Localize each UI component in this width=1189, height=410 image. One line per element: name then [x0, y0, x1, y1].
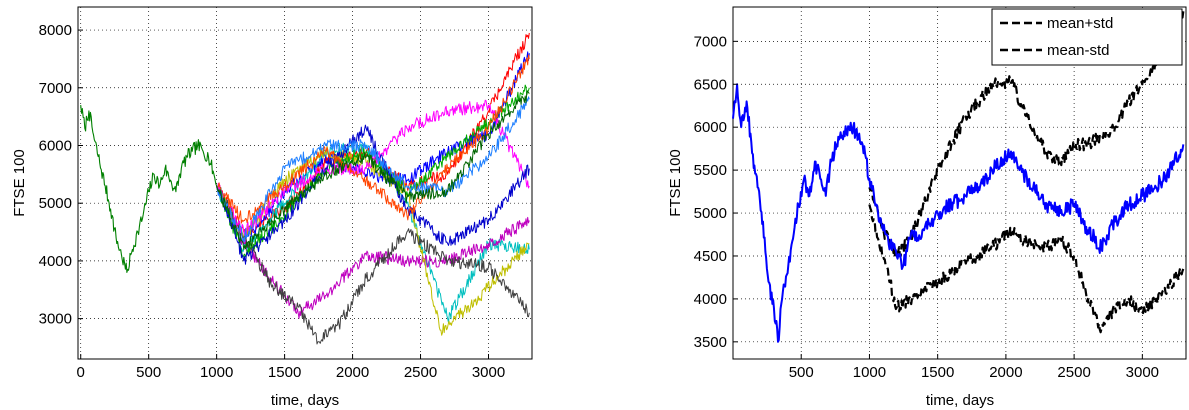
x-tick-label: 1500 — [921, 364, 954, 381]
legend-box — [991, 8, 1183, 66]
band-line-mean-minus-std — [868, 204, 1185, 334]
right-x-axis-label: time, days — [926, 392, 994, 409]
band-line-mean-plus-std — [868, 11, 1185, 258]
y-tick-label: 5500 — [694, 162, 727, 179]
legend-label-mean-plus-std: mean+std — [1047, 15, 1113, 32]
x-tick-label: 3000 — [472, 364, 505, 381]
right-y-ticks: 3500 4000 4500 5000 5500 6000 6500 7000 — [694, 33, 738, 351]
simulated-path-line — [216, 185, 530, 345]
y-tick-label: 3500 — [694, 334, 727, 351]
right-x-ticks: 500 1000 1500 2000 2500 3000 — [789, 354, 1159, 381]
left-plot-lines — [80, 32, 530, 345]
right-y-axis-label: FTSE 100 — [667, 149, 684, 217]
simulated-path-line — [216, 96, 530, 243]
y-tick-label: 7000 — [39, 80, 72, 97]
right-plot-lines — [732, 11, 1185, 343]
y-tick-label: 5000 — [694, 205, 727, 222]
y-tick-label: 7000 — [694, 33, 727, 50]
historical-ftse-line — [80, 105, 218, 273]
left-y-axis-label: FTSE 100 — [11, 149, 28, 217]
left-chart: 0 500 1000 1500 2000 2500 3000 3000 4000 5000 600… — [11, 6, 533, 409]
y-tick-label: 3000 — [39, 311, 72, 328]
x-tick-label: 2000 — [336, 364, 369, 381]
simulated-path-line — [216, 145, 530, 336]
right-legend: mean+std mean-std — [991, 8, 1183, 66]
simulated-path-line — [216, 124, 530, 265]
x-tick-label: 0 — [77, 364, 85, 381]
x-tick-label: 1000 — [200, 364, 233, 381]
mean-ftse-line — [732, 83, 1185, 343]
y-tick-label: 6000 — [39, 137, 72, 154]
x-tick-label: 500 — [789, 364, 814, 381]
left-x-axis-label: time, days — [271, 392, 339, 409]
right-plot-area — [732, 6, 1187, 360]
x-tick-label: 2000 — [989, 364, 1022, 381]
x-tick-label: 2500 — [404, 364, 437, 381]
y-tick-label: 5000 — [39, 195, 72, 212]
simulated-path-line — [216, 54, 530, 224]
y-tick-label: 6000 — [694, 119, 727, 136]
simulated-path-line — [216, 90, 530, 250]
y-tick-label: 4000 — [39, 253, 72, 270]
y-tick-label: 4500 — [694, 248, 727, 265]
x-tick-label: 2500 — [1057, 364, 1090, 381]
legend-label-mean-minus-std: mean-std — [1047, 42, 1110, 59]
simulated-path-line — [216, 99, 530, 236]
right-chart: 500 1000 1500 2000 2500 3000 3500 4000 4500 5000… — [667, 6, 1187, 409]
y-tick-label: 8000 — [39, 22, 72, 39]
x-tick-label: 3000 — [1126, 364, 1159, 381]
left-y-ticks: 3000 4000 5000 6000 7000 8000 — [39, 22, 83, 328]
y-tick-label: 6500 — [694, 76, 727, 93]
left-x-ticks: 0 500 1000 1500 2000 2500 3000 — [77, 354, 505, 381]
x-tick-label: 500 — [136, 364, 161, 381]
y-tick-label: 4000 — [694, 291, 727, 308]
x-tick-label: 1500 — [268, 364, 301, 381]
x-tick-label: 1000 — [853, 364, 886, 381]
